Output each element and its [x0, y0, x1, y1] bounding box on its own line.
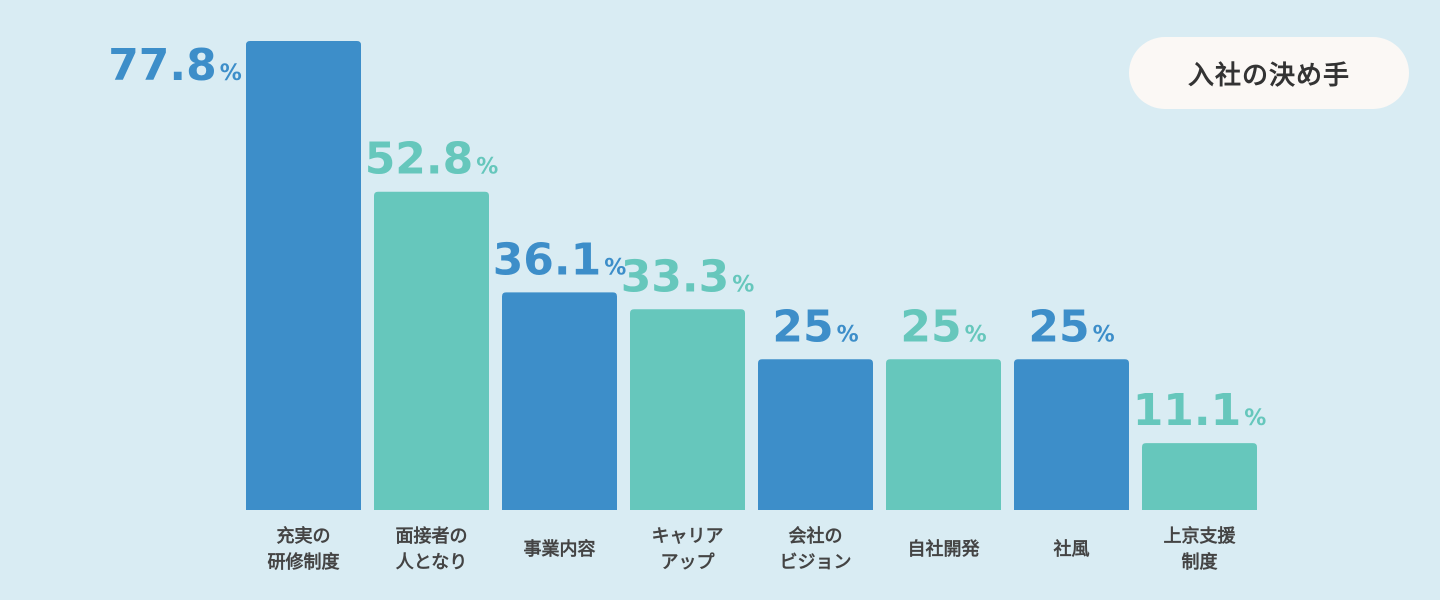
category-label-2: 面接者の人となり [396, 525, 468, 573]
badge-label: 入社の決め手 [1187, 60, 1350, 91]
category-label-6: 自社開発 [908, 538, 981, 560]
value-label-8: 11.1% [1133, 385, 1267, 436]
category-label-3: 事業内容 [524, 538, 596, 560]
value-unit: % [732, 272, 754, 297]
value-number: 25 [900, 301, 961, 352]
category-label-5: 会社のビジョン [780, 525, 852, 573]
value-unit: % [476, 155, 498, 180]
category-label-7: 社風 [1054, 538, 1090, 560]
value-number: 11.1 [1133, 385, 1242, 436]
value-label-3: 36.1% [493, 234, 627, 285]
bar-4 [630, 309, 745, 510]
bar-3 [502, 292, 617, 510]
bar-2 [374, 191, 489, 510]
value-unit: % [1093, 322, 1115, 347]
category-label-8: 上京支援制度 [1164, 525, 1237, 573]
chart-badge: 入社の決め手 [1129, 37, 1409, 109]
value-unit: % [837, 322, 859, 347]
category-label-4: キャリアアップ [652, 526, 724, 573]
value-number: 33.3 [621, 251, 730, 302]
value-label-1: 77.8% [108, 40, 242, 91]
value-unit: % [604, 255, 626, 280]
value-number: 25 [1028, 301, 1089, 352]
bar-1 [246, 41, 361, 510]
value-label-5: 25% [772, 301, 858, 352]
category-label-1: 充実の研修制度 [268, 525, 341, 573]
value-number: 25 [772, 301, 833, 352]
value-number: 52.8 [365, 134, 474, 185]
value-number: 77.8 [108, 40, 217, 91]
bar-8 [1142, 443, 1257, 510]
bar-5 [758, 359, 873, 510]
value-label-6: 25% [900, 301, 986, 352]
value-unit: % [965, 322, 987, 347]
value-label-2: 52.8% [365, 134, 499, 185]
bar-6 [886, 359, 1001, 510]
bar-7 [1014, 359, 1129, 510]
value-number: 36.1 [493, 234, 602, 285]
value-unit: % [1244, 406, 1266, 431]
value-unit: % [220, 61, 242, 86]
value-label-4: 33.3% [621, 251, 755, 302]
value-label-7: 25% [1028, 301, 1114, 352]
